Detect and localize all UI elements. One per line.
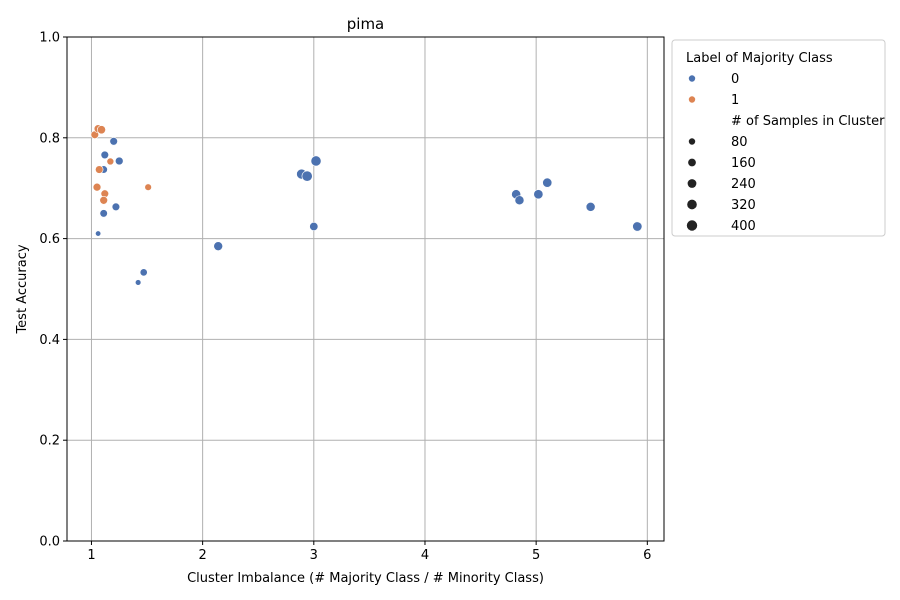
legend: Label of Majority Class 0 1 # of Samples in… [671, 39, 886, 237]
y-tick-label: 0.6 [39, 232, 60, 247]
data-point-class-0 [100, 150, 109, 160]
data-point-class-0 [111, 202, 121, 212]
legend-hue-title: Label of Majority Class [686, 51, 833, 66]
data-point-class-1 [95, 165, 104, 174]
legend-size-label: 320 [731, 198, 756, 213]
legend-marker-class-0 [688, 75, 696, 82]
y-tick-label: 1.0 [39, 31, 60, 46]
data-point-class-0 [632, 221, 643, 232]
legend-size-label: 400 [731, 219, 756, 234]
legend-marker-class-1 [688, 96, 696, 103]
y-tick-label: 0.8 [39, 131, 60, 146]
data-point-class-0 [213, 241, 223, 251]
x-tick-label: 4 [421, 548, 429, 563]
legend-size-marker [688, 138, 696, 145]
x-tick-label: 6 [643, 548, 651, 563]
data-point-class-0 [533, 189, 544, 200]
data-point-class-1 [106, 157, 115, 166]
legend-size-marker [688, 158, 696, 167]
legend-size-label: 240 [731, 177, 756, 192]
legend-size-title: # of Samples in Cluster [731, 114, 885, 129]
x-tick-label: 2 [198, 548, 206, 563]
legend-box [671, 39, 886, 237]
data-point-class-1 [97, 125, 106, 135]
x-axis-label: Cluster Imbalance (# Majority Class / # … [187, 571, 544, 586]
data-point-class-0 [585, 201, 596, 212]
data-point-class-1 [99, 196, 108, 205]
data-point-class-0 [310, 155, 322, 167]
legend-label-class-1: 1 [731, 93, 739, 108]
data-point-class-0 [115, 156, 124, 166]
legend-size-label: 80 [731, 135, 748, 150]
legend-size-marker [686, 220, 698, 231]
x-tick-label: 1 [87, 548, 95, 563]
data-point-class-1 [92, 182, 102, 192]
y-tick-label: 0.2 [39, 434, 60, 449]
data-point-class-0 [309, 221, 319, 232]
plot-frame [66, 36, 665, 542]
y-axis-label: Test Accuracy [15, 244, 30, 334]
grid-lines [67, 36, 664, 542]
data-point-class-0 [139, 268, 148, 277]
data-point-class-0 [514, 195, 525, 206]
y-tick-label: 0.4 [39, 333, 60, 348]
y-tick-label: 0.0 [39, 535, 60, 550]
legend-label-class-0: 0 [731, 72, 739, 87]
legend-size-marker [687, 179, 697, 188]
data-point-class-0 [542, 177, 553, 188]
data-point-class-0 [109, 137, 118, 146]
data-point-class-1 [144, 183, 152, 191]
chart-title: pima [347, 15, 385, 33]
legend-size-label: 160 [731, 156, 756, 171]
data-point-class-0 [301, 170, 313, 182]
data-point-class-0 [99, 209, 108, 218]
legend-size-marker [687, 199, 697, 210]
axis-ticks: 1 2 3 4 5 6 0.0 0.2 0.4 0.6 0.8 1.0 [39, 31, 651, 564]
x-tick-label: 5 [532, 548, 540, 563]
data-point-class-0 [95, 230, 102, 237]
data-points [90, 124, 643, 286]
data-point-class-0 [134, 279, 142, 286]
x-tick-label: 3 [310, 548, 318, 563]
